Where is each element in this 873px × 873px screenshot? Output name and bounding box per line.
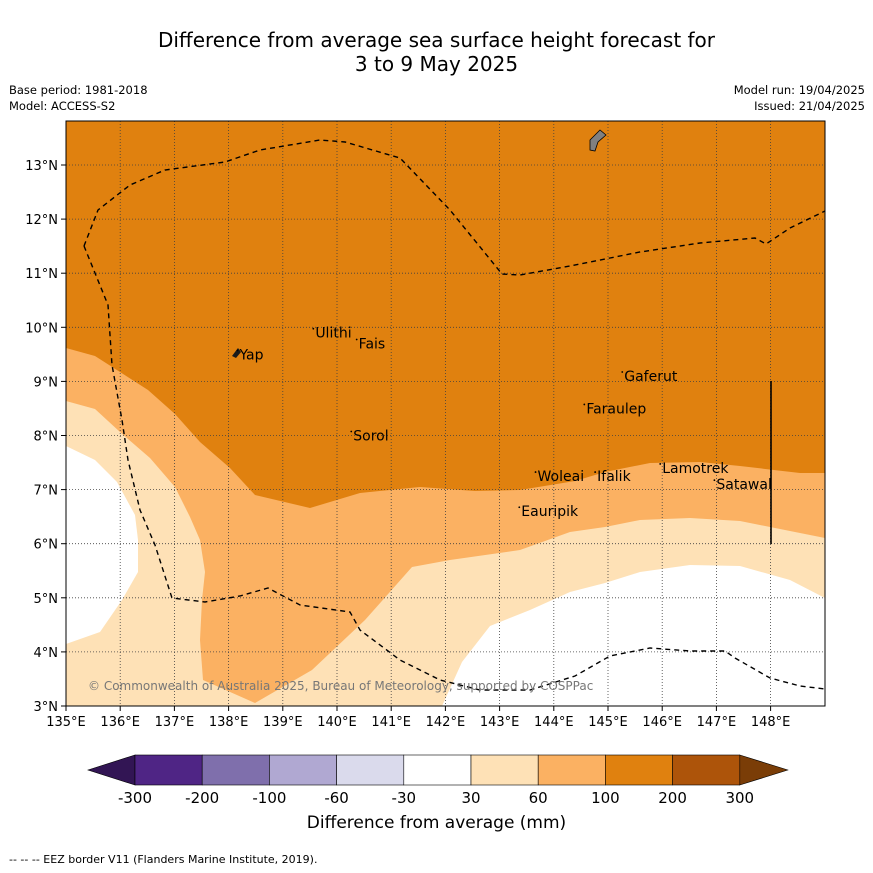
place-marker bbox=[355, 338, 358, 341]
colorbar-label: -30 bbox=[392, 789, 417, 807]
lat-tick-label: 12°N bbox=[25, 213, 58, 228]
colorbar-title: Difference from average (mm) bbox=[306, 813, 567, 833]
model-name: Model: ACCESS-S2 bbox=[9, 99, 116, 113]
colorbar-label: 100 bbox=[591, 789, 620, 807]
place-label: Ifalik bbox=[597, 469, 631, 485]
guam-island bbox=[589, 129, 607, 152]
colorbar-segment bbox=[672, 754, 741, 786]
lat-tick-label: 7°N bbox=[34, 484, 59, 499]
colorbar-label: -200 bbox=[185, 789, 219, 807]
lat-tick-label: 3°N bbox=[34, 700, 59, 715]
base-period: Base period: 1981-2018 bbox=[9, 83, 148, 97]
lon-tick-label: 136°E bbox=[100, 715, 140, 730]
lon-tick-label: 148°E bbox=[751, 715, 791, 730]
colorbar-extend-high bbox=[739, 754, 789, 786]
place-marker bbox=[621, 371, 624, 373]
place-marker bbox=[659, 463, 662, 465]
place-label: Lamotrek bbox=[662, 461, 729, 477]
colorbar-segment bbox=[537, 754, 606, 786]
lat-tick-label: 6°N bbox=[34, 538, 59, 553]
footer-note: -- -- -- EEZ border V11 (Flanders Marine… bbox=[9, 853, 318, 866]
lat-tick-label: 4°N bbox=[34, 646, 59, 661]
meta-right: Model run: 19/04/2025 Issued: 21/04/2025 bbox=[734, 82, 865, 114]
colorbar: -300 -200 -100 -60 -30 30 60 100 200 300 bbox=[87, 754, 789, 807]
map-title-line1: Difference from average sea surface heig… bbox=[157, 28, 716, 52]
lat-tick-label: 8°N bbox=[34, 430, 59, 445]
meta-left: Base period: 1981-2018 Model: ACCESS-S2 bbox=[9, 82, 148, 114]
eez-line-west bbox=[83, 245, 825, 691]
graticule bbox=[66, 121, 825, 706]
place-marker bbox=[713, 479, 716, 482]
place-label: Sorol bbox=[353, 429, 388, 445]
colorbar-label: 60 bbox=[529, 789, 548, 807]
colorbar-label: 30 bbox=[461, 789, 480, 807]
lon-tick-label: 139°E bbox=[263, 715, 303, 730]
issued-date: Issued: 21/04/2025 bbox=[754, 99, 865, 113]
colorbar-segment bbox=[605, 754, 673, 786]
map-title-line2: 3 to 9 May 2025 bbox=[354, 52, 519, 76]
lat-tick-label: 13°N bbox=[25, 159, 58, 174]
lat-tick-label: 10°N bbox=[25, 321, 58, 336]
colorbar-label: -300 bbox=[118, 789, 152, 807]
place-marker bbox=[236, 349, 239, 352]
colorbar-segment bbox=[336, 754, 405, 786]
colorbar-label: -60 bbox=[324, 789, 349, 807]
lon-tick-label: 142°E bbox=[426, 715, 466, 730]
lon-tick-label: 145°E bbox=[588, 715, 628, 730]
copyright-text: © Commonwealth of Australia 2025, Bureau… bbox=[88, 679, 593, 693]
lon-tick-label: 147°E bbox=[697, 715, 737, 730]
axis-ticks: 135°E 136°E 137°E 138°E 139°E 140°E 141°E 142°E… bbox=[25, 159, 790, 730]
islands bbox=[232, 129, 607, 358]
colorbar-segment bbox=[403, 754, 472, 786]
place-marker bbox=[583, 403, 586, 406]
colorbar-segment bbox=[134, 754, 203, 786]
contour-fill bbox=[66, 121, 825, 706]
lon-tick-label: 138°E bbox=[209, 715, 249, 730]
place-marker bbox=[312, 327, 315, 330]
colorbar-segment bbox=[470, 754, 539, 786]
place-label: Satawal bbox=[716, 477, 771, 493]
lon-tick-label: 135°E bbox=[46, 715, 86, 730]
place-marker bbox=[534, 471, 537, 473]
colorbar-segment bbox=[201, 754, 270, 786]
lat-tick-label: 11°N bbox=[25, 267, 58, 282]
lon-tick-label: 143°E bbox=[480, 715, 520, 730]
yap-island bbox=[232, 348, 241, 358]
place-label: Fais bbox=[359, 337, 386, 353]
place-marker bbox=[518, 506, 521, 509]
lon-tick-label: 146°E bbox=[642, 715, 682, 730]
contour-30-60-east bbox=[442, 565, 825, 706]
eez-line-palau bbox=[83, 139, 825, 276]
model-run: Model run: 19/04/2025 bbox=[733, 83, 865, 97]
place-label: Woleai bbox=[538, 469, 585, 485]
place-label: Faraulep bbox=[586, 401, 646, 417]
lon-tick-label: 137°E bbox=[155, 715, 195, 730]
eez-border bbox=[83, 139, 825, 691]
lat-tick-label: 5°N bbox=[34, 592, 59, 607]
place-label: Yap bbox=[238, 347, 263, 363]
place-marker bbox=[594, 471, 597, 473]
place-labels: Yap Ulithi Fais Sorol Gaferut Faraulep Woleai I… bbox=[236, 326, 772, 520]
colorbar-label: 200 bbox=[658, 789, 687, 807]
colorbar-extend-low bbox=[87, 754, 136, 786]
lon-tick-label: 144°E bbox=[534, 715, 574, 730]
lat-tick-label: 9°N bbox=[34, 375, 59, 390]
lon-tick-label: 140°E bbox=[317, 715, 357, 730]
lon-tick-label: 141°E bbox=[371, 715, 411, 730]
place-marker bbox=[350, 430, 353, 433]
place-label: Ulithi bbox=[315, 326, 351, 342]
place-label: Eauripik bbox=[521, 504, 579, 520]
colorbar-label: 300 bbox=[725, 789, 754, 807]
map-title: Difference from average sea surface heig… bbox=[0, 28, 873, 76]
colorbar-label: -100 bbox=[252, 789, 286, 807]
place-label: Gaferut bbox=[624, 369, 678, 385]
contour-30-60-west bbox=[66, 446, 138, 644]
colorbar-segment bbox=[269, 754, 337, 786]
